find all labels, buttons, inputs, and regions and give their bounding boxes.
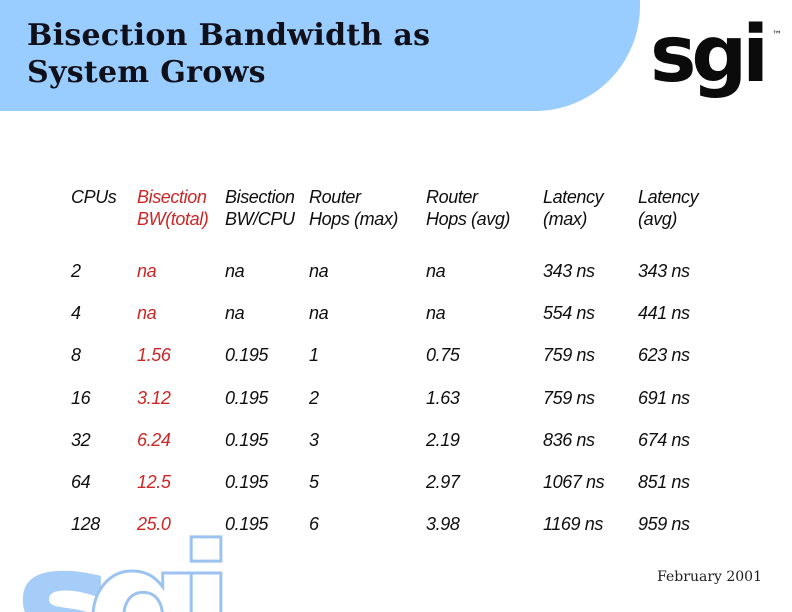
table-cell: 0.195 xyxy=(225,472,269,493)
table-cell: 1 xyxy=(309,345,319,366)
table-cell: 25.0 xyxy=(137,514,171,535)
table-cell: 5 xyxy=(309,472,319,493)
table-cell: 2 xyxy=(71,260,81,281)
svg-text:sgi: sgi xyxy=(14,526,221,612)
table-cell: 836 ns xyxy=(543,429,595,450)
table-cell: na xyxy=(309,260,329,281)
table-cell: 851 ns xyxy=(638,472,690,493)
trademark-symbol: ™ xyxy=(772,30,782,41)
table-cell: na xyxy=(137,260,157,281)
watermark-letter-i: i xyxy=(177,526,221,612)
table-cell: 4 xyxy=(71,302,81,323)
table-cell: 674 ns xyxy=(638,429,690,450)
table-cell: 759 ns xyxy=(543,345,595,366)
table-cell: 0.195 xyxy=(225,514,269,535)
table-cell: 343 ns xyxy=(543,260,595,281)
table-cell: 1.56 xyxy=(137,345,171,366)
column-header: Latency (max) xyxy=(543,187,604,230)
column-header: Router Hops (max) xyxy=(309,187,399,230)
table-cell: 0.75 xyxy=(426,345,460,366)
table-cell: 32 xyxy=(71,429,91,450)
table-cell: 3.12 xyxy=(137,387,171,408)
table-cell: 8 xyxy=(71,345,81,366)
table-cell: na xyxy=(309,302,329,323)
column-header: Bisection BW/CPU xyxy=(225,187,295,230)
table-cell: 1.63 xyxy=(426,387,460,408)
slide-date: February 2001 xyxy=(657,569,762,585)
table-cell: na xyxy=(426,260,446,281)
bandwidth-table: CPUs Bisection BW(total) Bisection BW/CPU R… xyxy=(71,186,730,546)
column-header: Latency (avg) xyxy=(638,187,699,230)
table-cell: na xyxy=(225,260,245,281)
table-cell: na xyxy=(225,302,245,323)
table-cell: 16 xyxy=(71,387,91,408)
table-cell: 6 xyxy=(309,514,319,535)
table-cell: 128 xyxy=(71,514,100,535)
table-cell: 0.195 xyxy=(225,429,269,450)
column-header: Bisection BW(total) xyxy=(137,187,209,230)
table-cell: 441 ns xyxy=(638,302,690,323)
table-cell: 554 ns xyxy=(543,302,595,323)
table-cell: 2.97 xyxy=(426,472,460,493)
table-cell: 3 xyxy=(309,429,319,450)
table-cell: 623 ns xyxy=(638,345,690,366)
table-cell: 343 ns xyxy=(638,260,690,281)
table-cell: 0.195 xyxy=(225,345,269,366)
table-cell: 0.195 xyxy=(225,387,269,408)
table-cell: 3.98 xyxy=(426,514,460,535)
table-cell: 6.24 xyxy=(137,429,171,450)
sgi-watermark-logo: sgi xyxy=(14,526,252,612)
table-cell: 759 ns xyxy=(543,387,595,408)
table-cell: 2.19 xyxy=(426,429,460,450)
table-cell: 1067 ns xyxy=(543,472,605,493)
column-header: Router Hops (avg) xyxy=(426,187,511,230)
table-cell: 691 ns xyxy=(638,387,690,408)
slide-title: Bisection Bandwidth as System Grows xyxy=(27,18,431,90)
table-cell: na xyxy=(426,302,446,323)
table-cell: 64 xyxy=(71,472,91,493)
table-cell: na xyxy=(137,302,157,323)
table-cell: 959 ns xyxy=(638,514,690,535)
column-header: CPUs xyxy=(71,187,117,207)
table-cell: 12.5 xyxy=(137,472,171,493)
table-cell: 1169 ns xyxy=(543,514,603,535)
table-cell: 2 xyxy=(309,387,319,408)
header-band xyxy=(0,0,640,111)
sgi-logo: sgi xyxy=(650,10,769,100)
